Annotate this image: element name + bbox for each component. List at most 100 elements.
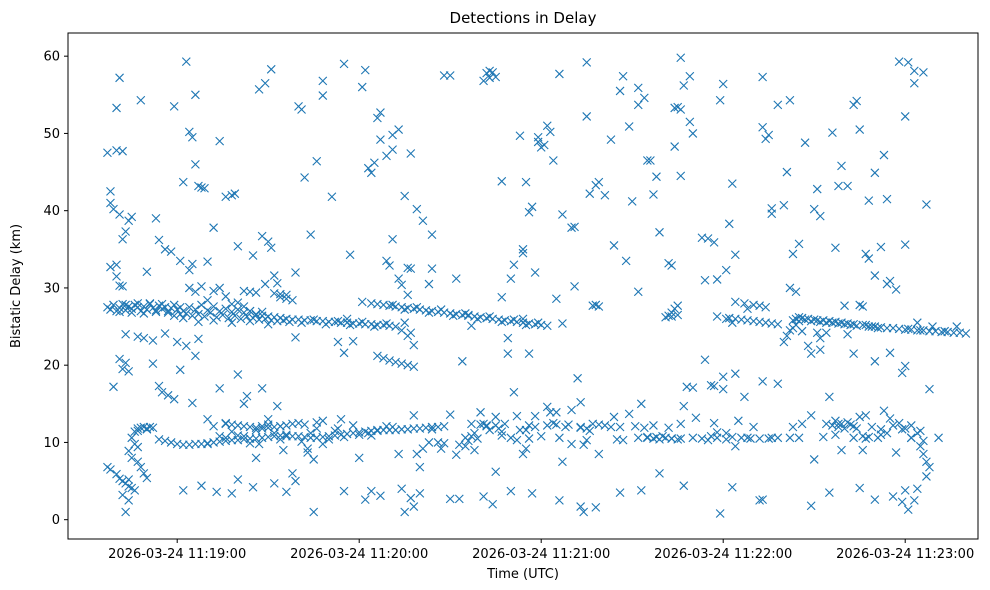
data-point	[424, 308, 434, 318]
data-point	[388, 422, 397, 432]
data-point	[925, 384, 934, 394]
data-point	[894, 57, 904, 66]
data-point	[251, 425, 261, 435]
data-point	[118, 281, 127, 291]
data-point	[266, 64, 276, 74]
data-point	[500, 419, 510, 429]
data-point	[339, 348, 349, 358]
data-point	[391, 322, 400, 331]
data-point	[454, 440, 464, 450]
data-point	[106, 262, 115, 272]
data-point	[618, 435, 628, 445]
data-point	[148, 359, 158, 369]
data-point	[103, 148, 112, 158]
data-point	[369, 322, 379, 331]
data-point	[406, 264, 416, 274]
data-point	[749, 422, 758, 432]
data-point	[194, 317, 203, 327]
data-point	[288, 419, 297, 429]
data-point	[864, 432, 874, 442]
data-point	[215, 306, 225, 316]
data-point	[318, 91, 328, 100]
data-point	[573, 373, 582, 383]
data-point	[952, 322, 962, 331]
data-point	[388, 234, 397, 244]
data-point	[106, 186, 115, 196]
data-point	[685, 71, 695, 81]
data-point	[567, 223, 576, 233]
data-point	[867, 422, 877, 432]
data-point	[746, 434, 755, 443]
data-point	[940, 326, 950, 336]
data-point	[309, 507, 319, 517]
data-point	[142, 267, 152, 277]
data-point	[297, 318, 306, 328]
data-point	[521, 177, 531, 187]
data-point	[530, 422, 540, 432]
data-point	[803, 341, 813, 351]
data-point	[473, 434, 482, 443]
data-point	[961, 329, 971, 338]
data-point	[400, 191, 410, 201]
data-point	[709, 237, 719, 247]
data-point	[837, 445, 846, 455]
data-point	[688, 383, 698, 392]
data-point	[840, 301, 849, 311]
data-point	[379, 353, 388, 363]
data-point	[127, 453, 137, 463]
data-point	[800, 315, 810, 324]
data-point	[300, 420, 309, 430]
data-point	[233, 370, 243, 379]
data-point	[406, 328, 416, 338]
data-point	[600, 190, 610, 200]
data-point	[497, 176, 507, 186]
data-point	[606, 422, 616, 432]
data-point	[288, 295, 297, 305]
data-point	[148, 423, 158, 433]
data-point	[664, 423, 673, 433]
data-point	[278, 445, 288, 455]
data-point	[570, 281, 579, 291]
data-point	[727, 482, 737, 492]
data-point	[133, 457, 143, 467]
data-point	[470, 445, 479, 455]
data-point	[685, 117, 695, 127]
data-point	[248, 251, 258, 260]
data-point	[670, 142, 680, 151]
data-point	[655, 227, 664, 237]
data-point	[497, 431, 507, 440]
data-point	[906, 433, 916, 443]
data-point	[579, 507, 589, 517]
data-point	[121, 300, 131, 310]
data-point	[509, 315, 519, 324]
data-point	[606, 135, 616, 144]
chart-title: Detections in Delay	[450, 9, 597, 27]
data-point	[194, 334, 203, 344]
data-point	[242, 391, 252, 401]
data-point	[809, 455, 819, 464]
data-point	[897, 424, 907, 434]
data-point	[139, 468, 149, 478]
data-point	[269, 271, 279, 280]
data-point	[809, 204, 819, 214]
data-point	[373, 425, 382, 435]
data-point	[169, 102, 179, 111]
data-point	[184, 127, 194, 137]
data-point	[324, 434, 334, 444]
data-point	[527, 202, 537, 212]
data-point	[124, 446, 134, 456]
data-point	[758, 377, 768, 386]
x-axis: 2026-03-24 11:19:00 2026-03-24 11:20:00 20…	[108, 539, 974, 562]
data-point	[309, 455, 319, 464]
x-tick-label: 2026-03-24 11:21:00	[472, 547, 610, 562]
data-point	[655, 468, 664, 478]
data-point	[318, 439, 328, 449]
data-point	[551, 407, 561, 417]
data-point	[730, 441, 740, 451]
data-point	[336, 414, 346, 424]
data-point	[194, 309, 203, 319]
data-point	[773, 379, 783, 389]
data-point	[409, 502, 419, 511]
data-point	[558, 457, 567, 467]
data-point	[112, 260, 121, 270]
